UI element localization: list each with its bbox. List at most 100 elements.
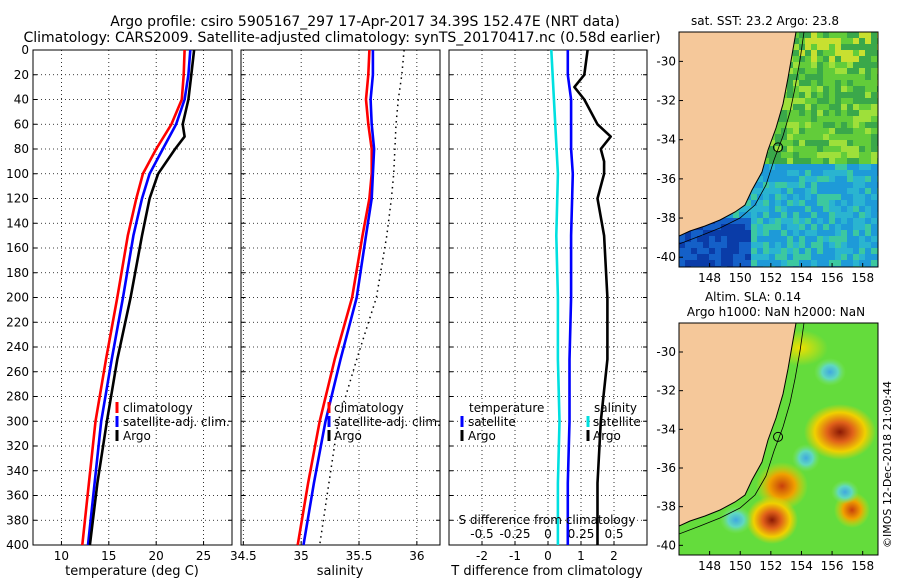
- depth-tick-label: 380: [6, 513, 29, 527]
- sst-cell: [769, 212, 775, 218]
- map-y-tick-label: -30: [656, 345, 676, 359]
- series-line-satellite-adj-clim-: [302, 50, 376, 546]
- sst-map-title: sat. SST: 23.2 Argo: 23.8: [691, 14, 839, 28]
- sst-cell: [847, 92, 853, 98]
- sst-cell: [751, 254, 757, 260]
- sst-cell: [823, 38, 829, 44]
- sst-profile-location-marker: [773, 142, 784, 153]
- sst-cell: [811, 62, 817, 68]
- sst-cell: [835, 200, 841, 206]
- sst-cell: [865, 218, 871, 224]
- sst-cell: [811, 110, 817, 116]
- sst-cell: [853, 134, 859, 140]
- sst-cell: [739, 206, 745, 212]
- sst-cell: [805, 92, 811, 98]
- depth-tick-label: 140: [6, 216, 29, 230]
- sst-cell: [805, 146, 811, 152]
- sst-cell: [697, 230, 703, 236]
- sst-cell: [871, 188, 877, 194]
- sst-cell: [841, 146, 847, 152]
- sst-cell: [853, 176, 859, 182]
- sst-cell: [859, 56, 865, 62]
- sst-cell: [829, 206, 835, 212]
- sst-cell: [787, 74, 793, 80]
- sst-cell: [817, 242, 823, 248]
- sal-legend-argo: Argo: [334, 429, 362, 443]
- sst-cell: [817, 104, 823, 110]
- sst-cell: [835, 98, 841, 104]
- sst-cell: [799, 32, 805, 38]
- sst-cell: [847, 32, 853, 38]
- sst-cell: [817, 80, 823, 86]
- sst-cell: [787, 206, 793, 212]
- sst-cell: [853, 206, 859, 212]
- sst-cell: [799, 242, 805, 248]
- t-difference-tick-labels: -2 -1 0 1 2: [476, 549, 618, 563]
- sst-cell: [859, 170, 865, 176]
- sst-cell: [691, 242, 697, 248]
- sst-cell: [847, 128, 853, 134]
- sst-cell: [829, 116, 835, 122]
- sst-cell: [763, 218, 769, 224]
- sst-cell: [847, 182, 853, 188]
- sst-cell: [847, 194, 853, 200]
- sst-cell: [835, 176, 841, 182]
- sst-cell: [841, 134, 847, 140]
- sst-cell: [871, 56, 877, 62]
- sst-cell: [859, 80, 865, 86]
- sst-cell: [721, 260, 727, 266]
- map-y-tick-label: -36: [656, 461, 676, 475]
- sst-cell: [721, 248, 727, 254]
- sst-cell: [853, 146, 859, 152]
- sst-cell: [793, 38, 799, 44]
- sst-cell: [841, 164, 847, 170]
- sst-cell: [805, 74, 811, 80]
- sst-cell: [817, 206, 823, 212]
- sst-cell: [823, 182, 829, 188]
- sst-cell: [787, 230, 793, 236]
- sst-cell: [829, 236, 835, 242]
- sst-cell: [853, 32, 859, 38]
- sst-cell: [835, 212, 841, 218]
- sst-cell: [781, 254, 787, 260]
- sst-cell: [757, 176, 763, 182]
- sst-cell: [685, 242, 691, 248]
- sst-cell: [823, 74, 829, 80]
- sst-cell: [817, 68, 823, 74]
- sst-cell: [829, 176, 835, 182]
- sst-cell: [841, 32, 847, 38]
- sst-cell: [853, 194, 859, 200]
- sst-cell: [859, 86, 865, 92]
- sst-cell: [853, 44, 859, 50]
- diff-legend-s-satellite: satellite: [593, 415, 641, 429]
- sst-cell: [811, 104, 817, 110]
- sst-cell: [799, 182, 805, 188]
- sst-cell: [853, 140, 859, 146]
- sst-cell: [853, 188, 859, 194]
- sst-cell: [799, 86, 805, 92]
- sst-cell: [835, 206, 841, 212]
- sst-cell: [859, 236, 865, 242]
- sst-cell: [697, 236, 703, 242]
- sst-cell: [817, 230, 823, 236]
- sst-cell: [817, 212, 823, 218]
- sst-cell: [757, 212, 763, 218]
- sst-cell: [835, 92, 841, 98]
- sst-cell: [859, 62, 865, 68]
- sla-cold-eddy-north: [814, 358, 846, 386]
- sst-cell: [799, 110, 805, 116]
- sst-cell: [751, 200, 757, 206]
- sst-cell: [853, 170, 859, 176]
- sst-cell: [775, 164, 781, 170]
- sst-cell: [847, 170, 853, 176]
- diff-legend-temperature-title: temperature: [469, 401, 544, 415]
- sst-cell: [685, 236, 691, 242]
- sst-cell: [751, 248, 757, 254]
- sst-cell: [763, 212, 769, 218]
- sst-cell: [805, 98, 811, 104]
- t-difference-xlabel: T difference from climatology: [450, 564, 643, 579]
- sst-cell: [787, 260, 793, 266]
- sst-cell: [745, 248, 751, 254]
- sst-cell: [859, 146, 865, 152]
- sst-cell: [817, 128, 823, 134]
